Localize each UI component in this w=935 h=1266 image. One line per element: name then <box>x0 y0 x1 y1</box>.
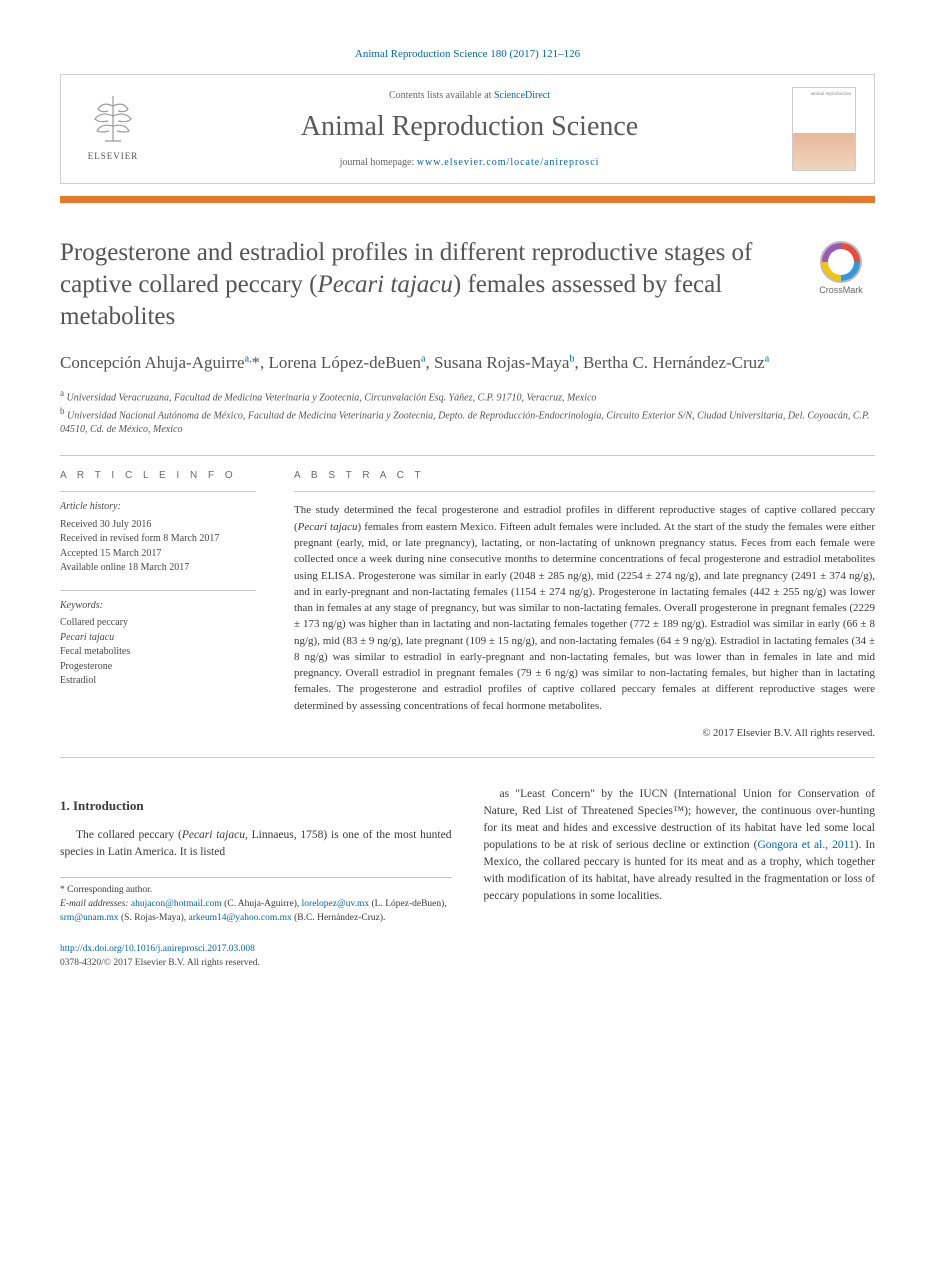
intro-paragraph-part1: The collared peccary (Pecari tajacu, Lin… <box>60 827 452 861</box>
crossmark-label: CrossMark <box>819 285 863 295</box>
corresponding-author-note: * Corresponding author. <box>60 884 452 898</box>
keyword: Collared peccary <box>60 616 256 631</box>
affiliations: a Universidad Veracruzana, Facultad de M… <box>60 387 875 438</box>
abstract-column: A B S T R A C T The study determined the… <box>294 470 875 738</box>
article-history-block: Article history: Received 30 July 2016 R… <box>60 491 256 576</box>
abstract-heading: A B S T R A C T <box>294 470 875 481</box>
keyword: Pecari tajacu <box>60 631 256 646</box>
keywords-title: Keywords: <box>60 599 256 614</box>
author-email-link[interactable]: arkeum14@yahoo.com.mx <box>189 913 292 923</box>
homepage-line: journal homepage: www.elsevier.com/locat… <box>163 157 776 168</box>
article-info-column: A R T I C L E I N F O Article history: R… <box>60 470 256 738</box>
keyword: Progesterone <box>60 660 256 675</box>
divider <box>60 455 875 456</box>
elsevier-tree-icon <box>83 91 143 151</box>
journal-cover-thumb <box>792 87 856 171</box>
journal-homepage-link[interactable]: www.elsevier.com/locate/anireprosci <box>417 157 600 168</box>
authors-list: Concepción Ahuja-Aguirrea,*, Lorena Lópe… <box>60 351 875 375</box>
page-footer: http://dx.doi.org/10.1016/j.anireprosci.… <box>60 943 875 970</box>
body-column-left: 1. Introduction The collared peccary (Pe… <box>60 786 452 926</box>
abstract-copyright: © 2017 Elsevier B.V. All rights reserved… <box>294 728 875 739</box>
body-columns: 1. Introduction The collared peccary (Pe… <box>60 786 875 926</box>
journal-header-box: ELSEVIER Contents lists available at Sci… <box>60 74 875 184</box>
history-item: Accepted 15 March 2017 <box>60 547 256 562</box>
section-heading: 1. Introduction <box>60 796 452 815</box>
crossmark-icon <box>820 241 862 283</box>
keywords-block: Keywords: Collared peccary Pecari tajacu… <box>60 590 256 689</box>
author-email-link[interactable]: ahujacon@hotmail.com <box>131 899 222 909</box>
doi-link[interactable]: http://dx.doi.org/10.1016/j.anireprosci.… <box>60 944 255 954</box>
body-column-right: as "Least Concern" by the IUCN (Internat… <box>484 786 876 926</box>
keyword: Estradiol <box>60 674 256 689</box>
history-item: Available online 18 March 2017 <box>60 561 256 576</box>
article-title: Progesterone and estradiol profiles in d… <box>60 237 787 333</box>
sciencedirect-link[interactable]: ScienceDirect <box>494 90 550 101</box>
keyword: Fecal metabolites <box>60 645 256 660</box>
publisher-label: ELSEVIER <box>88 151 139 161</box>
crossmark-badge[interactable]: CrossMark <box>807 241 875 295</box>
author-email-link[interactable]: lorelopez@uv.mx <box>302 899 370 909</box>
issn-copyright: 0378-4320/© 2017 Elsevier B.V. All right… <box>60 958 260 968</box>
abstract-text: The study determined the fecal progester… <box>294 491 875 713</box>
affiliation-a: a Universidad Veracruzana, Facultad de M… <box>60 387 875 405</box>
contents-prefix: Contents lists available at <box>389 90 494 101</box>
contents-line: Contents lists available at ScienceDirec… <box>163 90 776 101</box>
footnotes: * Corresponding author. E-mail addresses… <box>60 877 452 925</box>
article-info-heading: A R T I C L E I N F O <box>60 470 256 481</box>
divider <box>60 757 875 758</box>
history-title: Article history: <box>60 500 256 515</box>
email-addresses: E-mail addresses: ahujacon@hotmail.com (… <box>60 898 452 926</box>
history-item: Received 30 July 2016 <box>60 518 256 533</box>
journal-name: Animal Reproduction Science <box>163 111 776 143</box>
accent-bar <box>60 196 875 203</box>
affiliation-b: b Universidad Nacional Autónoma de Méxic… <box>60 405 875 437</box>
history-item: Received in revised form 8 March 2017 <box>60 532 256 547</box>
author-email-link[interactable]: srm@unam.mx <box>60 913 119 923</box>
homepage-prefix: journal homepage: <box>340 157 417 168</box>
intro-paragraph-part2: as "Least Concern" by the IUCN (Internat… <box>484 786 876 905</box>
elsevier-logo: ELSEVIER <box>79 91 147 167</box>
citation-header: Animal Reproduction Science 180 (2017) 1… <box>60 48 875 60</box>
